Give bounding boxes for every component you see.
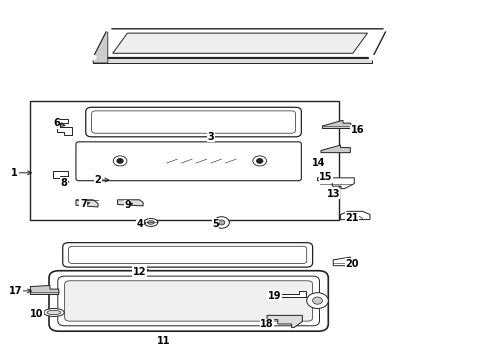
- Text: 6: 6: [53, 118, 60, 128]
- Text: 4: 4: [136, 219, 143, 229]
- Polygon shape: [76, 200, 98, 207]
- Ellipse shape: [369, 55, 375, 60]
- Text: 10: 10: [30, 309, 44, 319]
- Ellipse shape: [147, 221, 154, 224]
- Polygon shape: [53, 171, 68, 178]
- Polygon shape: [267, 315, 302, 328]
- Ellipse shape: [144, 219, 158, 226]
- Polygon shape: [318, 178, 354, 189]
- Polygon shape: [279, 291, 306, 297]
- Bar: [30, 101, 339, 220]
- Polygon shape: [321, 145, 350, 153]
- Circle shape: [117, 159, 123, 163]
- Ellipse shape: [47, 310, 61, 315]
- Circle shape: [253, 156, 267, 166]
- FancyBboxPatch shape: [86, 107, 301, 137]
- FancyBboxPatch shape: [76, 142, 301, 181]
- Text: 1: 1: [11, 168, 18, 178]
- Circle shape: [113, 156, 127, 166]
- Text: 13: 13: [326, 189, 340, 199]
- FancyBboxPatch shape: [65, 281, 313, 321]
- Ellipse shape: [90, 55, 96, 60]
- Text: 15: 15: [319, 172, 333, 182]
- Ellipse shape: [44, 309, 64, 316]
- Ellipse shape: [105, 27, 111, 31]
- Circle shape: [218, 220, 225, 225]
- Polygon shape: [113, 33, 368, 53]
- Text: 5: 5: [212, 219, 219, 229]
- Polygon shape: [93, 58, 372, 63]
- Circle shape: [257, 159, 263, 163]
- Text: 2: 2: [95, 175, 101, 185]
- Text: 11: 11: [157, 336, 171, 346]
- Circle shape: [313, 297, 322, 304]
- Text: 14: 14: [312, 158, 325, 168]
- Polygon shape: [333, 257, 358, 266]
- Text: 8: 8: [60, 178, 67, 188]
- Text: 7: 7: [80, 199, 87, 210]
- Text: 21: 21: [345, 213, 359, 223]
- FancyBboxPatch shape: [63, 243, 313, 267]
- Text: 3: 3: [207, 132, 214, 142]
- Polygon shape: [93, 29, 387, 58]
- Polygon shape: [93, 29, 108, 63]
- Circle shape: [307, 293, 328, 309]
- Text: 17: 17: [9, 286, 23, 296]
- FancyBboxPatch shape: [49, 271, 328, 331]
- Polygon shape: [341, 211, 370, 220]
- Text: 12: 12: [133, 267, 147, 277]
- Polygon shape: [322, 120, 351, 129]
- Polygon shape: [57, 127, 72, 135]
- Circle shape: [214, 217, 229, 228]
- Polygon shape: [118, 200, 143, 206]
- Text: 19: 19: [268, 291, 281, 301]
- Text: 20: 20: [345, 258, 359, 269]
- Text: 18: 18: [260, 319, 274, 329]
- Text: 16: 16: [351, 125, 365, 135]
- Polygon shape: [53, 119, 68, 126]
- Text: 9: 9: [124, 200, 131, 210]
- Polygon shape: [30, 285, 59, 294]
- Ellipse shape: [384, 27, 390, 31]
